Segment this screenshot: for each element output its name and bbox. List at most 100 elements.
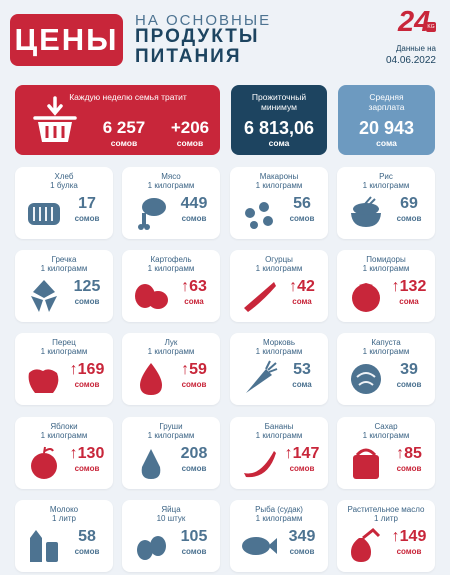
cabbage-icon [351,364,381,394]
bread-icon [28,203,60,225]
cucumber-icon [244,282,276,312]
product-price: ↑149 [391,528,427,545]
product-currency: сома [399,297,419,306]
product-name-block: Морковь 1 килограмм [230,338,328,356]
meat-icon [138,198,166,230]
product-price: 56 [293,195,311,212]
product-price: ↑169 [69,361,105,378]
product-quantity: 1 килограмм [362,431,410,440]
product-price: 105 [180,528,208,545]
product-name-block: Картофель 1 килограмм [122,255,220,273]
product-currency: сомов [289,547,315,556]
potato-icon [135,284,168,309]
product-quantity: 1 килограмм [255,264,303,273]
product-name: Помидоры [366,255,406,264]
product-quantity: 1 килограмм [147,347,195,356]
weekly-increase-unit: сомов [176,138,204,148]
product-currency: сомов [396,214,422,223]
basket-icon [33,96,77,142]
product-quantity: 1 килограмм [40,347,88,356]
product-card: Лук 1 килограмм ↑59 сомов [122,333,220,405]
product-price: 208 [180,445,208,462]
product-name-block: Помидоры 1 килограмм [337,255,435,273]
product-name-block: Груши 1 килограмм [122,422,220,440]
minimum-value: 6 813,06 [243,118,315,138]
product-quantity: 1 килограмм [362,181,410,190]
product-card: Картофель 1 килограмм ↑63 сома [122,250,220,322]
product-currency: сомов [181,464,207,473]
subtitle-line-3: ПИТАНИЯ [135,46,242,67]
fish-icon [242,537,277,555]
product-name-block: Гречка 1 килограмм [15,255,113,273]
product-quantity: 1 килограмм [147,431,195,440]
product-card: Груши 1 килограмм 208 сомов [122,417,220,489]
salary-label: Средняя зарплата [368,92,405,112]
salary-card: Средняя зарплата 20 943 сома [338,85,435,155]
product-price: ↑130 [69,445,105,462]
weekly-label: Каждую неделю семья тратит [69,92,187,102]
product-card: Рыба (судак) 1 килограмм 349 сомов [230,500,328,572]
product-name: Морковь [262,338,296,347]
rice-icon [351,196,381,227]
salary-value: 20 943 [358,118,415,138]
product-name-block: Капуста 1 килограмм [337,338,435,356]
onion-icon [140,363,162,395]
product-card: Морковь 1 килограмм 53 сома [230,333,328,405]
product-quantity: 1 килограмм [362,347,410,356]
product-name: Сахар [374,422,398,431]
product-name: Яйца [161,505,181,514]
pasta-icon [245,202,273,229]
product-name: Рыба (судак) [255,505,303,514]
milk-icon [30,530,58,562]
product-price: ↑59 [181,361,207,378]
product-name: Капуста [371,338,401,347]
product-name-block: Молоко 1 литр [15,505,113,523]
oil-icon [351,527,381,562]
pear-icon [141,449,161,479]
product-currency: сомов [289,464,315,473]
product-quantity: 1 килограмм [40,264,88,273]
product-name-block: Рыба (судак) 1 килограмм [230,505,328,523]
product-card: Яблоки 1 килограмм ↑130 сомов [15,417,113,489]
product-quantity: 1 литр [52,514,76,523]
product-quantity: 10 штук [156,514,186,523]
product-name: Растительное масло [347,505,425,514]
product-currency: сомов [181,380,207,389]
product-name-block: Рис 1 килограмм [337,172,435,190]
product-currency: сомов [181,547,207,556]
product-name-block: Перец 1 килограмм [15,338,113,356]
product-quantity: 1 литр [374,514,398,523]
product-currency: сома [292,380,312,389]
product-quantity: 1 килограмм [362,264,410,273]
product-name: Огурцы [265,255,293,264]
product-currency: сомов [74,297,100,306]
product-name-block: Яблоки 1 килограмм [15,422,113,440]
minimum-label: Прожиточный минимум [251,92,307,112]
product-name: Бананы [264,422,294,431]
product-price: 125 [73,278,101,295]
product-currency: сомов [74,547,100,556]
product-name: Груши [159,422,183,431]
title-badge: ЦЕНЫ [10,14,123,66]
product-price: 449 [180,195,208,212]
product-name-block: Огурцы 1 килограмм [230,255,328,273]
product-price: 53 [293,361,311,378]
product-quantity: 1 килограмм [255,181,303,190]
product-price: 69 [400,195,418,212]
product-name: Картофель [150,255,192,264]
product-card: Яйца 10 штук 105 сомов [122,500,220,572]
product-card: Мясо 1 килограмм 449 сомов [122,167,220,239]
product-currency: сомов [289,214,315,223]
product-price: 39 [400,361,418,378]
subtitle-line-1: НА ОСНОВНЫЕ [135,12,272,29]
product-name-block: Макароны 1 килограмм [230,172,328,190]
product-card: Бананы 1 килограмм ↑147 сомов [230,417,328,489]
product-card: Гречка 1 килограмм 125 сомов [15,250,113,322]
product-name: Молоко [49,505,79,514]
product-price: 17 [78,195,96,212]
product-card: Рис 1 килограмм 69 сомов [337,167,435,239]
product-currency: сомов [181,214,207,223]
product-card: Молоко 1 литр 58 сомов [15,500,113,572]
salary-unit: сома [376,138,397,148]
logo-number: 24 [398,6,431,38]
